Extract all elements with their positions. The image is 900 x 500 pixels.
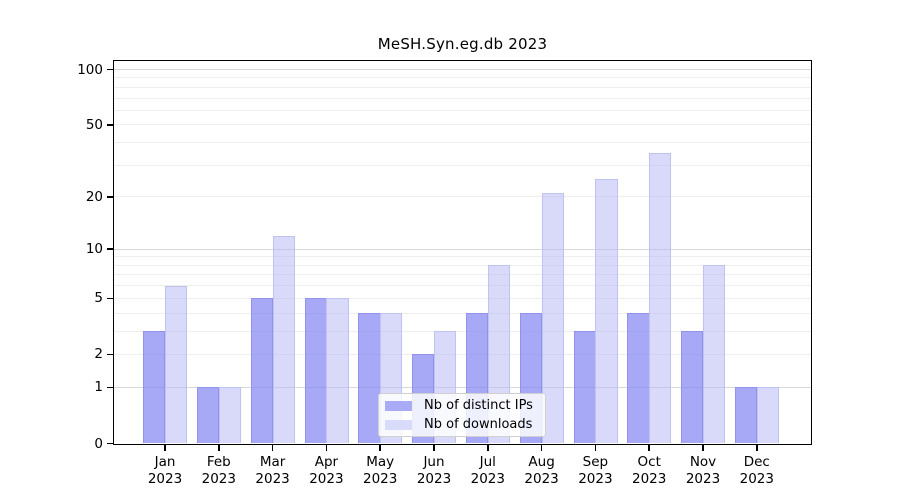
minor-gridline — [113, 142, 812, 144]
bar-distinct-ips-oct — [627, 313, 650, 444]
y-tick-label: 5 — [94, 290, 103, 307]
y-tick — [107, 353, 113, 356]
y-tick-label: 20 — [85, 188, 103, 205]
bar-distinct-ips-sep — [573, 331, 596, 444]
x-tick — [325, 444, 328, 451]
x-tick — [648, 444, 650, 451]
legend: Nb of distinct IPs Nb of downloads — [378, 393, 546, 437]
x-tick-label: Jan 2023 — [147, 453, 183, 487]
bar-downloads-apr — [326, 298, 349, 444]
bar-distinct-ips-mar — [250, 298, 274, 444]
y-tick — [107, 124, 113, 126]
x-tick-label: Mar 2023 — [255, 453, 290, 487]
x-tick-label: Jun 2023 — [416, 453, 452, 487]
x-tick-label: Aug 2023 — [524, 453, 559, 487]
minor-gridline — [113, 164, 812, 166]
x-tick-label: Nov 2023 — [685, 453, 721, 487]
y-tick-label: 100 — [77, 61, 103, 78]
bar-distinct-ips-feb — [197, 387, 220, 444]
major-gridline — [113, 69, 812, 70]
x-tick-label: Apr 2023 — [309, 453, 344, 487]
legend-item-downloads: Nb of downloads — [385, 417, 537, 432]
y-tick — [107, 442, 113, 445]
legend-swatch-distinct-ips — [385, 400, 412, 411]
x-tick-label: Jul 2023 — [470, 453, 505, 487]
legend-item-distinct-ips: Nb of distinct IPs — [385, 398, 537, 413]
x-tick — [218, 444, 220, 451]
y-tick-label: 2 — [94, 346, 103, 363]
x-tick-label: Oct 2023 — [632, 453, 667, 487]
x-tick — [594, 444, 597, 451]
x-tick-label: May 2023 — [363, 453, 398, 487]
bar-downloads-mar — [272, 235, 295, 444]
bar-distinct-ips-jan — [143, 331, 166, 444]
bar-downloads-jan — [165, 285, 188, 444]
x-tick — [164, 444, 166, 451]
major-gridline — [113, 248, 812, 250]
y-tick — [107, 248, 113, 250]
minor-gridline — [113, 86, 812, 88]
y-tick-label: 50 — [85, 116, 103, 133]
bar-downloads-nov — [703, 265, 726, 444]
x-tick — [540, 444, 543, 451]
x-tick — [433, 444, 435, 451]
y-tick — [107, 68, 113, 71]
bar-downloads-sep — [595, 179, 618, 444]
chart-title: MeSH.Syn.eg.db 2023 — [377, 35, 548, 53]
minor-gridline — [113, 196, 812, 198]
y-tick — [107, 386, 113, 389]
x-tick — [271, 444, 274, 451]
x-tick — [702, 444, 704, 451]
y-tick-label: 10 — [85, 241, 103, 258]
bar-downloads-oct — [649, 153, 672, 444]
bar-distinct-ips-dec — [735, 387, 758, 444]
y-tick — [107, 297, 113, 300]
x-tick — [756, 444, 758, 451]
bar-downloads-aug — [541, 193, 564, 444]
x-tick — [379, 444, 381, 451]
y-tick-label: 1 — [94, 379, 103, 396]
bar-downloads-dec — [756, 387, 780, 444]
x-tick-label: Dec 2023 — [739, 453, 774, 487]
x-tick — [487, 444, 489, 451]
legend-label-downloads: Nb of downloads — [424, 417, 533, 432]
legend-label-distinct-ips: Nb of distinct IPs — [424, 398, 533, 413]
x-tick-label: Feb 2023 — [201, 453, 236, 487]
bar-downloads-feb — [218, 387, 242, 444]
minor-gridline — [113, 124, 812, 126]
y-tick-label: 0 — [94, 435, 103, 452]
minor-gridline — [113, 97, 812, 99]
bar-distinct-ips-nov — [681, 331, 704, 444]
y-tick — [107, 196, 113, 198]
legend-swatch-downloads — [385, 419, 412, 430]
x-tick-label: Sep 2023 — [578, 453, 613, 487]
minor-gridline — [113, 77, 812, 79]
minor-gridline — [113, 256, 812, 258]
bar-distinct-ips-apr — [304, 298, 327, 444]
minor-gridline — [113, 109, 812, 111]
bar-distinct-ips-may — [358, 313, 381, 444]
